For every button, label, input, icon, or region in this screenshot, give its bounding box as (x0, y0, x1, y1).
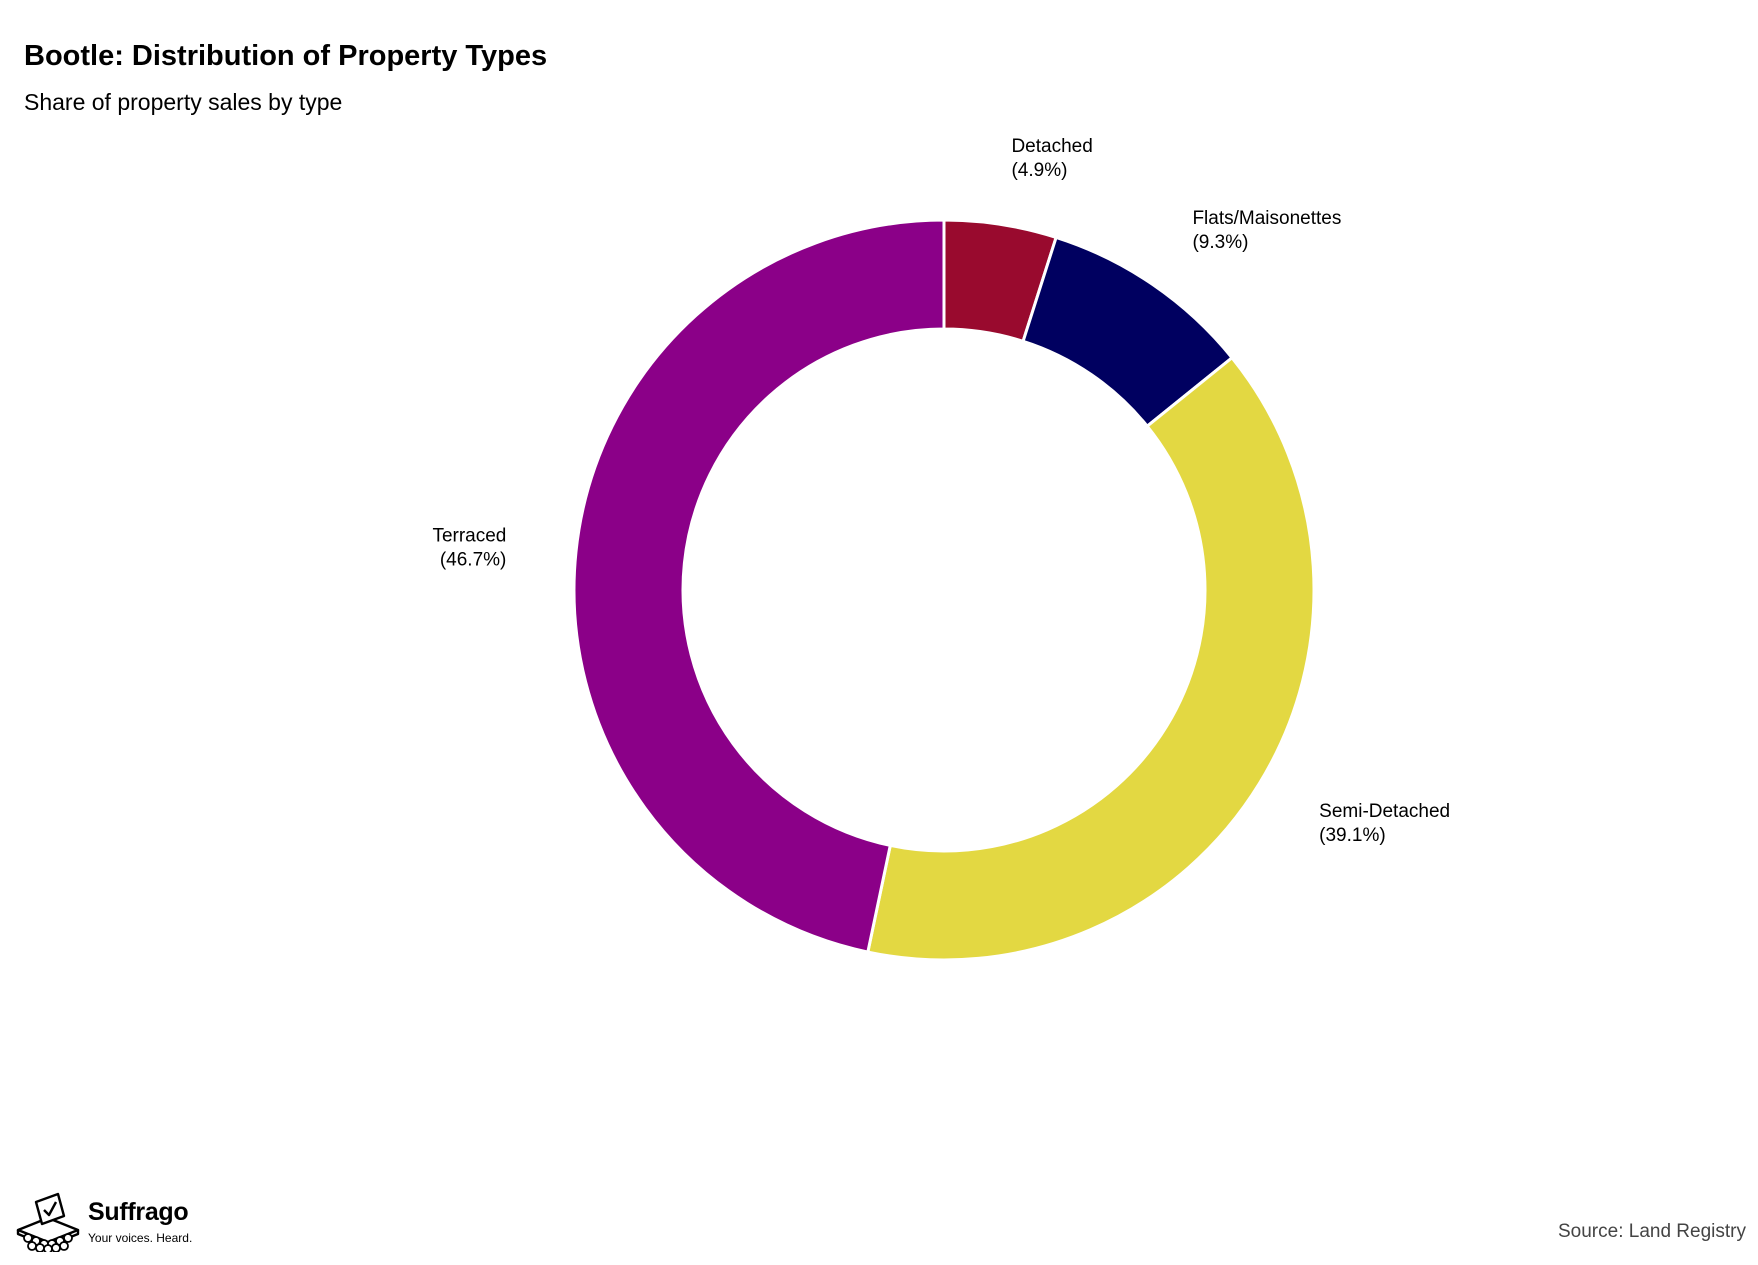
slice-label-name: Detached (1011, 136, 1092, 157)
slice-label-name: Flats/Maisonettes (1192, 208, 1341, 229)
slice-terraced (572, 218, 946, 954)
source-note: Source: Land Registry (1558, 1221, 1746, 1242)
brand-name: Suffrago (88, 1198, 189, 1226)
slice-label-semi-detached: Semi-Detached (39.1%) (1319, 801, 1450, 846)
donut-labels: Detached (4.9%) Flats/Maisonettes (9.3%) Sem… (432, 136, 1450, 846)
chart-subtitle: Share of property sales by type (24, 89, 343, 115)
slice-label-percent: (4.9%) (1011, 160, 1067, 181)
brand-tagline: Your voices. Heard. (88, 1231, 193, 1245)
slice-label-flats-maisonettes: Flats/Maisonettes (9.3%) (1192, 208, 1341, 253)
chart-title: Bootle: Distribution of Property Types (24, 40, 548, 72)
slice-label-name: Semi-Detached (1319, 801, 1450, 822)
slice-label-percent: (46.7%) (440, 549, 507, 570)
slice-label-percent: (9.3%) (1192, 232, 1248, 253)
ballot-box-icon (16, 1192, 80, 1252)
donut-slices (572, 218, 1316, 962)
brand-logo: Suffrago Your voices. Heard. (14, 1190, 204, 1252)
slice-label-detached: Detached (4.9%) (1011, 136, 1092, 181)
slice-label-percent: (39.1%) (1319, 825, 1386, 846)
slice-semi-detached (866, 355, 1316, 962)
slice-label-name: Terraced (432, 525, 506, 546)
slice-label-terraced: Terraced (46.7%) (432, 525, 506, 570)
